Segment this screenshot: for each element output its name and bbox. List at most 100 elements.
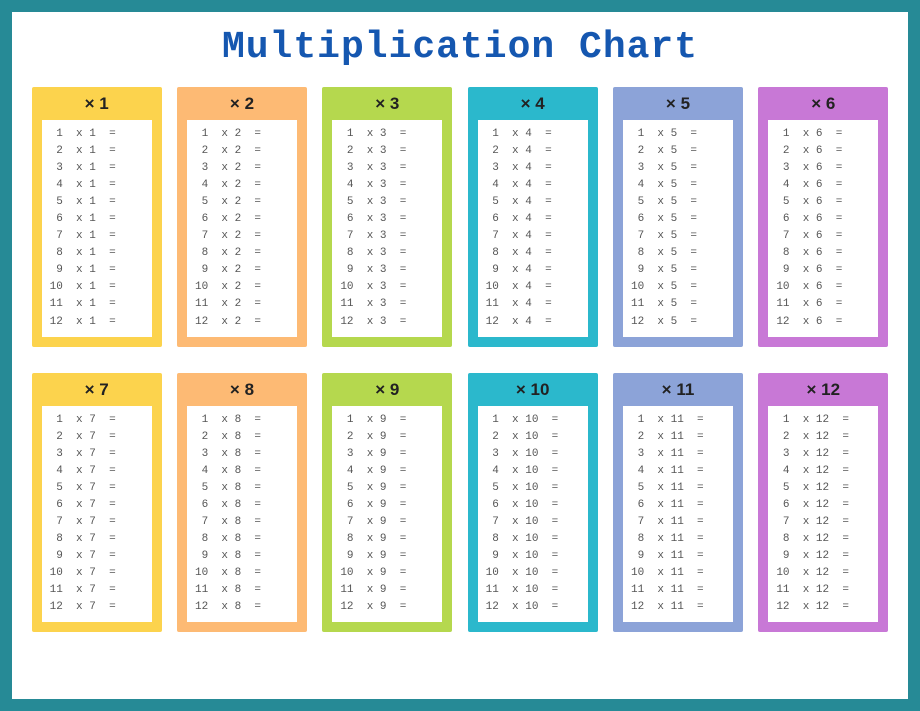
equation-row: 7 x 4 = — [486, 228, 580, 245]
equation-row: 5 x 10 = — [486, 480, 580, 497]
card-header: × 7 — [32, 373, 162, 406]
equation-row: 7 x 9 = — [340, 514, 434, 531]
equation-row: 10 x 3 = — [340, 279, 434, 296]
card-header: × 1 — [32, 87, 162, 120]
card-body: 1 x 12 = 2 x 12 = 3 x 12 = 4 x 12 = 5 x … — [768, 406, 878, 623]
equation-row: 5 x 7 = — [50, 480, 144, 497]
equation-row: 5 x 3 = — [340, 194, 434, 211]
card-header: × 3 — [322, 87, 452, 120]
equation-row: 1 x 12 = — [776, 412, 870, 429]
equation-row: 2 x 9 = — [340, 429, 434, 446]
equation-row: 3 x 3 = — [340, 160, 434, 177]
equation-row: 9 x 1 = — [50, 262, 144, 279]
equation-row: 2 x 12 = — [776, 429, 870, 446]
equation-row: 3 x 11 = — [631, 446, 725, 463]
card-body: 1 x 6 = 2 x 6 = 3 x 6 = 4 x 6 = 5 x 6 = … — [768, 120, 878, 337]
equation-row: 4 x 8 = — [195, 463, 289, 480]
equation-row: 9 x 2 = — [195, 262, 289, 279]
equation-row: 4 x 3 = — [340, 177, 434, 194]
equation-row: 8 x 4 = — [486, 245, 580, 262]
equation-row: 10 x 5 = — [631, 279, 725, 296]
equation-row: 6 x 4 = — [486, 211, 580, 228]
equation-row: 10 x 12 = — [776, 565, 870, 582]
cards-grid: × 1 1 x 1 = 2 x 1 = 3 x 1 = 4 x 1 = 5 x … — [30, 87, 890, 632]
equation-row: 11 x 5 = — [631, 296, 725, 313]
card-header: × 11 — [613, 373, 743, 406]
equation-row: 2 x 1 = — [50, 143, 144, 160]
card-body: 1 x 7 = 2 x 7 = 3 x 7 = 4 x 7 = 5 x 7 = … — [42, 406, 152, 623]
equation-row: 11 x 12 = — [776, 582, 870, 599]
equation-row: 11 x 6 = — [776, 296, 870, 313]
card-body: 1 x 3 = 2 x 3 = 3 x 3 = 4 x 3 = 5 x 3 = … — [332, 120, 442, 337]
equation-row: 1 x 4 = — [486, 126, 580, 143]
equation-row: 4 x 2 = — [195, 177, 289, 194]
equation-row: 1 x 8 = — [195, 412, 289, 429]
equation-row: 7 x 8 = — [195, 514, 289, 531]
card-header: × 4 — [468, 87, 598, 120]
equation-row: 10 x 4 = — [486, 279, 580, 296]
equation-row: 1 x 2 = — [195, 126, 289, 143]
equation-row: 1 x 7 = — [50, 412, 144, 429]
equation-row: 11 x 1 = — [50, 296, 144, 313]
card-body: 1 x 8 = 2 x 8 = 3 x 8 = 4 x 8 = 5 x 8 = … — [187, 406, 297, 623]
equation-row: 3 x 7 = — [50, 446, 144, 463]
equation-row: 10 x 1 = — [50, 279, 144, 296]
equation-row: 9 x 7 = — [50, 548, 144, 565]
equation-row: 1 x 9 = — [340, 412, 434, 429]
equation-row: 12 x 3 = — [340, 314, 434, 331]
equation-row: 5 x 9 = — [340, 480, 434, 497]
times-card-9: × 9 1 x 9 = 2 x 9 = 3 x 9 = 4 x 9 = 5 x … — [322, 373, 452, 633]
equation-row: 4 x 10 = — [486, 463, 580, 480]
card-body: 1 x 9 = 2 x 9 = 3 x 9 = 4 x 9 = 5 x 9 = … — [332, 406, 442, 623]
equation-row: 4 x 7 = — [50, 463, 144, 480]
equation-row: 6 x 10 = — [486, 497, 580, 514]
equation-row: 12 x 6 = — [776, 314, 870, 331]
equation-row: 6 x 12 = — [776, 497, 870, 514]
equation-row: 5 x 5 = — [631, 194, 725, 211]
equation-row: 7 x 2 = — [195, 228, 289, 245]
equation-row: 10 x 10 = — [486, 565, 580, 582]
equation-row: 6 x 2 = — [195, 211, 289, 228]
equation-row: 7 x 11 = — [631, 514, 725, 531]
equation-row: 4 x 11 = — [631, 463, 725, 480]
equation-row: 12 x 2 = — [195, 314, 289, 331]
equation-row: 7 x 7 = — [50, 514, 144, 531]
equation-row: 10 x 2 = — [195, 279, 289, 296]
equation-row: 12 x 11 = — [631, 599, 725, 616]
equation-row: 11 x 3 = — [340, 296, 434, 313]
equation-row: 2 x 8 = — [195, 429, 289, 446]
times-card-11: × 11 1 x 11 = 2 x 11 = 3 x 11 = 4 x 11 =… — [613, 373, 743, 633]
equation-row: 8 x 11 = — [631, 531, 725, 548]
equation-row: 4 x 9 = — [340, 463, 434, 480]
card-header: × 10 — [468, 373, 598, 406]
equation-row: 5 x 8 = — [195, 480, 289, 497]
equation-row: 9 x 5 = — [631, 262, 725, 279]
equation-row: 7 x 6 = — [776, 228, 870, 245]
equation-row: 11 x 9 = — [340, 582, 434, 599]
equation-row: 2 x 2 = — [195, 143, 289, 160]
times-card-8: × 8 1 x 8 = 2 x 8 = 3 x 8 = 4 x 8 = 5 x … — [177, 373, 307, 633]
equation-row: 4 x 5 = — [631, 177, 725, 194]
equation-row: 6 x 9 = — [340, 497, 434, 514]
equation-row: 11 x 7 = — [50, 582, 144, 599]
equation-row: 9 x 11 = — [631, 548, 725, 565]
equation-row: 6 x 7 = — [50, 497, 144, 514]
equation-row: 5 x 12 = — [776, 480, 870, 497]
equation-row: 6 x 6 = — [776, 211, 870, 228]
card-header: × 8 — [177, 373, 307, 406]
equation-row: 6 x 1 = — [50, 211, 144, 228]
times-card-10: × 10 1 x 10 = 2 x 10 = 3 x 10 = 4 x 10 =… — [468, 373, 598, 633]
equation-row: 4 x 12 = — [776, 463, 870, 480]
equation-row: 10 x 6 = — [776, 279, 870, 296]
card-body: 1 x 5 = 2 x 5 = 3 x 5 = 4 x 5 = 5 x 5 = … — [623, 120, 733, 337]
equation-row: 5 x 11 = — [631, 480, 725, 497]
equation-row: 12 x 10 = — [486, 599, 580, 616]
card-header: × 2 — [177, 87, 307, 120]
equation-row: 1 x 5 = — [631, 126, 725, 143]
equation-row: 9 x 12 = — [776, 548, 870, 565]
equation-row: 3 x 9 = — [340, 446, 434, 463]
card-body: 1 x 2 = 2 x 2 = 3 x 2 = 4 x 2 = 5 x 2 = … — [187, 120, 297, 337]
equation-row: 2 x 11 = — [631, 429, 725, 446]
equation-row: 12 x 7 = — [50, 599, 144, 616]
equation-row: 6 x 3 = — [340, 211, 434, 228]
